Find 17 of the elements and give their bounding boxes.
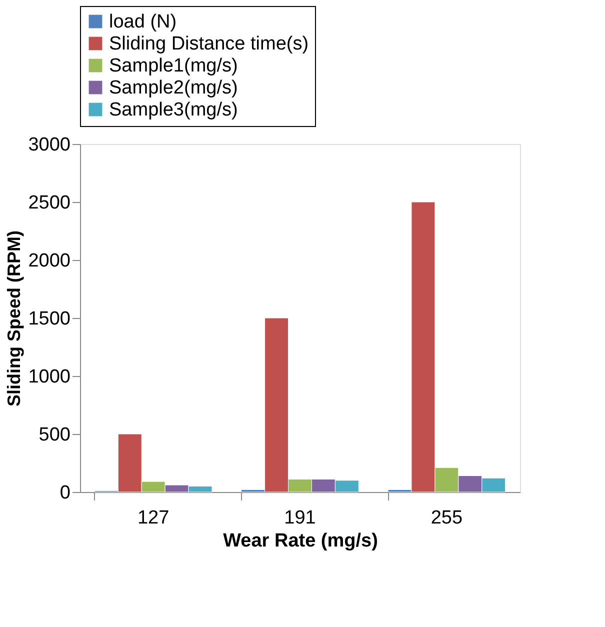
x-axis-title: Wear Rate (mg/s) (223, 530, 378, 552)
y-tick-label: 1000 (28, 366, 70, 388)
y-tick-label: 3000 (28, 134, 70, 156)
y-axis-title: Sliding Speed (RPM) (4, 230, 24, 407)
legend-label: Sliding Distance time(s) (109, 34, 309, 54)
y-tick-label: 2000 (28, 250, 70, 272)
x-tick-label: 191 (284, 508, 316, 528)
y-tick-label: 2500 (28, 192, 70, 214)
x-tick-label: 127 (137, 508, 170, 528)
y-tick-label: 0 (60, 482, 70, 504)
legend-label: Sample2(mg/s) (109, 78, 238, 98)
x-tick-label: 255 (430, 508, 463, 528)
legend-label: load (N) (109, 12, 177, 32)
y-tick-label: 1500 (28, 308, 70, 330)
legend-label: Sample1(mg/s) (109, 56, 238, 76)
y-tick-label: 500 (38, 424, 70, 446)
legend-label: Sample3(mg/s) (109, 100, 238, 120)
